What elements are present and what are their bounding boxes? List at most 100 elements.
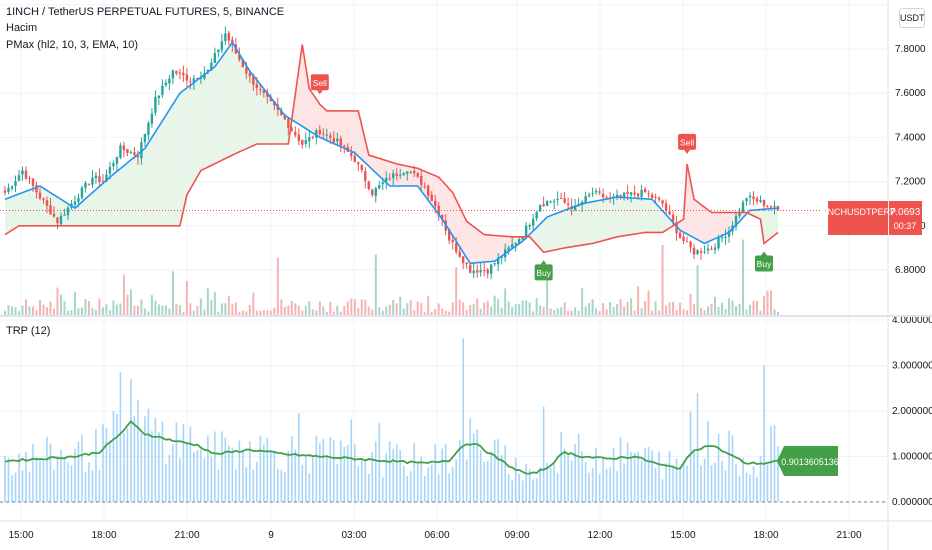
candle-body[interactable] — [392, 173, 395, 178]
candle-body[interactable] — [357, 162, 360, 165]
candle-body[interactable] — [507, 247, 510, 251]
candle-body[interactable] — [49, 205, 52, 215]
candle-body[interactable] — [220, 41, 224, 51]
candle-body[interactable] — [332, 138, 335, 143]
candle-body[interactable] — [759, 200, 762, 202]
candle-body[interactable] — [710, 248, 713, 250]
candle-body[interactable] — [556, 199, 559, 201]
candle-body[interactable] — [615, 194, 619, 197]
candle-body[interactable] — [301, 140, 304, 145]
candle-body[interactable] — [311, 136, 315, 138]
candle-body[interactable] — [776, 205, 780, 210]
candle-body[interactable] — [668, 211, 671, 215]
candle-body[interactable] — [7, 187, 10, 192]
candle-body[interactable] — [217, 49, 220, 53]
candle-body[interactable] — [364, 170, 367, 181]
candle-body[interactable] — [91, 177, 94, 185]
candle-body[interactable] — [528, 225, 531, 227]
candle-body[interactable] — [633, 192, 636, 195]
candle-body[interactable] — [252, 75, 255, 85]
candle-body[interactable] — [510, 244, 514, 248]
candle-body[interactable] — [35, 184, 38, 193]
candle-body[interactable] — [622, 192, 626, 198]
candle-body[interactable] — [87, 183, 91, 185]
candle-body[interactable] — [699, 251, 703, 253]
candle-body[interactable] — [196, 78, 199, 80]
candle-body[interactable] — [717, 237, 720, 249]
candle-body[interactable] — [703, 251, 706, 253]
candle-body[interactable] — [371, 190, 374, 195]
candle-body[interactable] — [308, 137, 311, 142]
candle-body[interactable] — [416, 173, 419, 177]
candle-body[interactable] — [434, 200, 437, 206]
candle-body[interactable] — [290, 128, 294, 131]
candle-body[interactable] — [465, 262, 468, 265]
candle-body[interactable] — [584, 196, 587, 204]
candle-body[interactable] — [472, 270, 475, 274]
candle-body[interactable] — [105, 174, 108, 182]
candle-body[interactable] — [493, 263, 496, 265]
candle-body[interactable] — [374, 188, 377, 196]
candle-body[interactable] — [248, 72, 252, 77]
candle-body[interactable] — [171, 70, 175, 79]
candle-body[interactable] — [56, 217, 59, 224]
candle-body[interactable] — [420, 176, 423, 185]
candle-body[interactable] — [692, 247, 696, 255]
candle-body[interactable] — [31, 178, 35, 186]
candle-body[interactable] — [626, 191, 629, 194]
candle-body[interactable] — [112, 163, 115, 167]
candle-body[interactable] — [654, 196, 657, 198]
trp-legend[interactable]: TRP (12) — [6, 325, 51, 337]
candle-body[interactable] — [458, 251, 461, 257]
candle-body[interactable] — [245, 67, 248, 74]
candle-body[interactable] — [28, 177, 31, 179]
candle-body[interactable] — [140, 142, 143, 159]
candle-body[interactable] — [451, 240, 454, 243]
candle-body[interactable] — [241, 59, 245, 68]
candle-body[interactable] — [720, 237, 724, 239]
candle-body[interactable] — [489, 264, 493, 274]
candle-body[interactable] — [367, 181, 370, 190]
candle-body[interactable] — [748, 195, 752, 198]
candle-body[interactable] — [10, 186, 14, 189]
candle-body[interactable] — [119, 145, 122, 158]
candle-body[interactable] — [549, 201, 552, 203]
candle-body[interactable] — [448, 230, 451, 241]
candle-body[interactable] — [304, 140, 308, 144]
candle-body[interactable] — [329, 135, 332, 138]
candle-body[interactable] — [283, 114, 287, 120]
candle-body[interactable] — [594, 190, 598, 193]
candle-body[interactable] — [133, 152, 136, 155]
candle-body[interactable] — [643, 189, 647, 193]
candle-body[interactable] — [657, 197, 661, 200]
candle-body[interactable] — [17, 175, 21, 181]
candle-body[interactable] — [45, 200, 49, 206]
candle-body[interactable] — [706, 248, 710, 251]
candle-body[interactable] — [108, 167, 112, 174]
candle-body[interactable] — [675, 222, 678, 234]
candle-body[interactable] — [671, 214, 675, 223]
candle-body[interactable] — [587, 194, 591, 197]
candle-body[interactable] — [126, 149, 129, 153]
candle-body[interactable] — [713, 247, 717, 250]
candle-body[interactable] — [318, 129, 321, 135]
candle-body[interactable] — [427, 185, 430, 196]
candle-body[interactable] — [94, 175, 98, 179]
candle-body[interactable] — [727, 230, 731, 237]
candles[interactable] — [3, 26, 780, 280]
candle-body[interactable] — [175, 70, 178, 74]
candle-body[interactable] — [619, 195, 622, 197]
candle-body[interactable] — [38, 192, 42, 199]
candle-body[interactable] — [462, 256, 465, 263]
candle-body[interactable] — [192, 78, 196, 83]
candle-body[interactable] — [203, 73, 206, 79]
candle-body[interactable] — [482, 270, 486, 272]
candle-body[interactable] — [769, 206, 773, 208]
candle-body[interactable] — [262, 89, 266, 94]
candle-body[interactable] — [259, 88, 262, 90]
candle-body[interactable] — [500, 256, 503, 258]
candle-body[interactable] — [52, 213, 56, 217]
candle-body[interactable] — [182, 72, 185, 76]
candle-body[interactable] — [266, 92, 269, 97]
